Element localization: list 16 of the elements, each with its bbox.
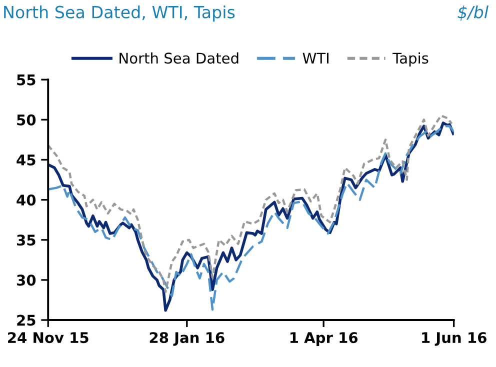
- x-tick-label: 28 Jan 16: [150, 332, 224, 346]
- x-tick-label: 1 Apr 16: [290, 332, 358, 346]
- x-tick-label: 1 Jun 16: [422, 332, 486, 346]
- legend-label: North Sea Dated: [120, 52, 238, 64]
- y-axis-title: $/bl: [458, 6, 488, 21]
- legend-label: WTI: [302, 52, 328, 64]
- y-tick-label: 50: [17, 114, 36, 126]
- y-tick-label: 25: [17, 314, 36, 326]
- y-tick-label: 45: [16, 154, 36, 166]
- y-tick-label: 40: [16, 194, 36, 206]
- y-tick-label: 30: [16, 274, 36, 286]
- legend-label: Tapis: [392, 52, 428, 67]
- y-tick-label: 35: [16, 234, 36, 246]
- x-tick-label: 24 Nov 15: [8, 332, 88, 344]
- chart-title: North Sea Dated, WTI, Tapis: [4, 6, 235, 22]
- y-tick-label: 55: [17, 74, 36, 86]
